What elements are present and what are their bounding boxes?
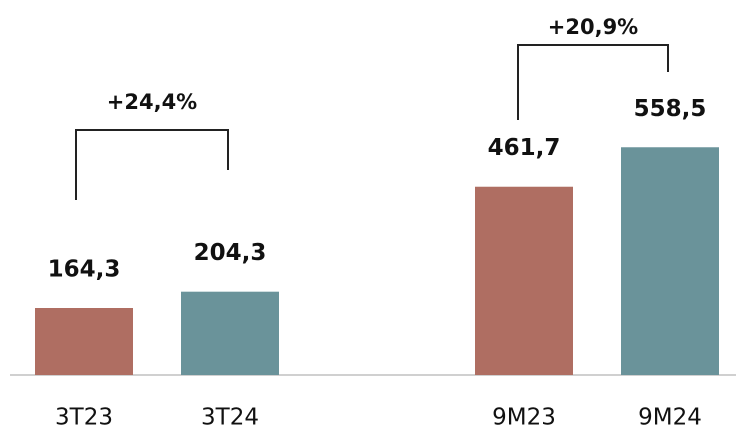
- bar: [35, 308, 133, 375]
- value-label: 204,3: [194, 240, 267, 266]
- x-tick-label: 3T24: [201, 405, 259, 431]
- bracket: [75, 129, 229, 200]
- bar: [621, 147, 719, 375]
- x-tick-label: 9M24: [638, 405, 702, 431]
- value-label: 164,3: [48, 257, 121, 283]
- annotation: +24,4%: [107, 90, 197, 114]
- bar: [181, 291, 279, 375]
- bracket: [517, 44, 669, 120]
- value-label: 461,7: [488, 135, 561, 161]
- annotation: +20,9%: [548, 15, 638, 39]
- bar: [475, 186, 573, 375]
- value-label: 558,5: [634, 96, 707, 122]
- x-tick-label: 3T23: [55, 405, 113, 431]
- x-tick-label: 9M23: [492, 405, 556, 431]
